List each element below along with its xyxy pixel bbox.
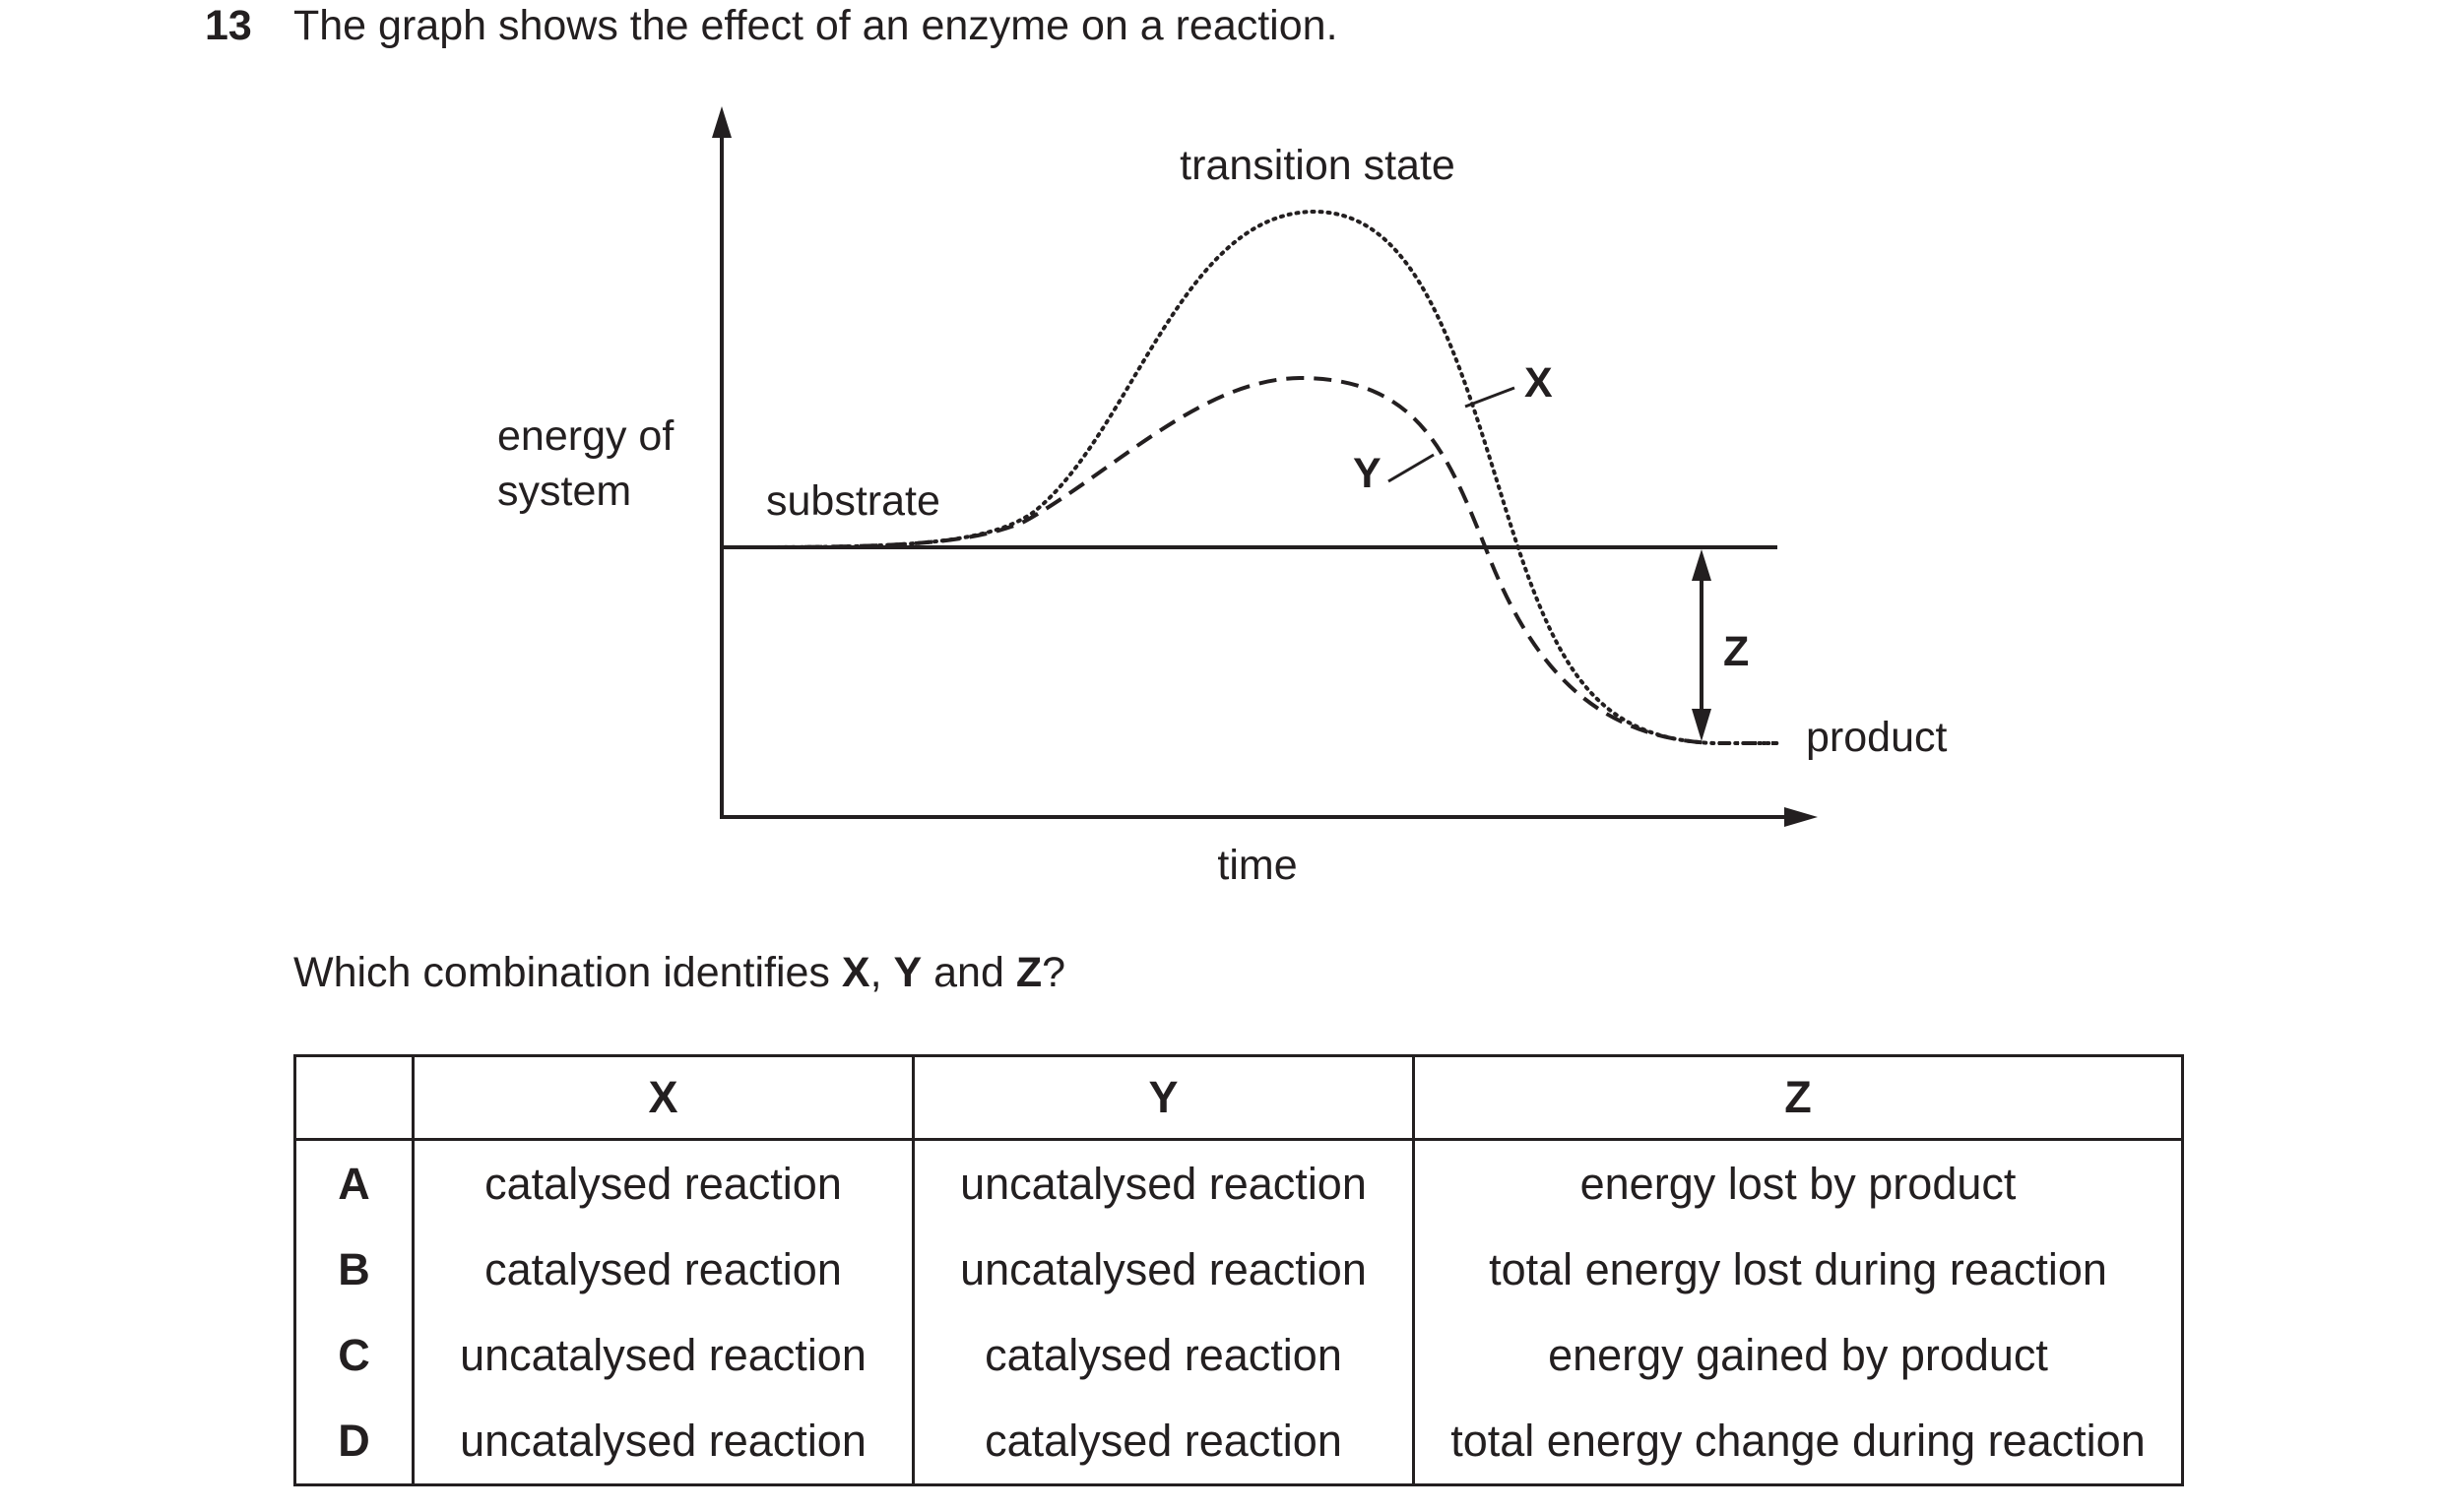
- question-prompt: Which combination identifies X, Y and Z?: [293, 947, 1065, 998]
- prompt-text-2: ,: [869, 949, 894, 996]
- option-x-cell: catalysed reaction: [412, 1139, 915, 1227]
- z-arrow-head-down: [1692, 709, 1711, 741]
- option-y-cell: uncatalysed reaction: [912, 1139, 1415, 1227]
- option-x-cell: uncatalysed reaction: [412, 1398, 915, 1486]
- header-z: Z: [1412, 1054, 2184, 1141]
- header-blank: [293, 1054, 415, 1141]
- prompt-x: X: [841, 949, 870, 996]
- prompt-text-1: Which combination identifies: [293, 949, 842, 996]
- question-stem: The graph shows the effect of an enzyme …: [293, 2, 1338, 49]
- option-z-cell: total energy change during reaction: [1412, 1398, 2184, 1486]
- prompt-text-4: ?: [1042, 949, 1066, 996]
- header-y: Y: [912, 1054, 1415, 1141]
- option-row-b[interactable]: B catalysed reaction uncatalysed reactio…: [293, 1227, 2184, 1312]
- y-axis-label-line1: energy of: [497, 412, 675, 460]
- x-leader-line: [1464, 386, 1515, 409]
- x-axis-label: time: [1217, 842, 1297, 889]
- x-axis-arrowhead: [1784, 807, 1818, 827]
- transition-state-label: transition state: [1180, 142, 1455, 189]
- option-y-cell: uncatalysed reaction: [912, 1227, 1415, 1312]
- energy-profile-diagram: energy of system substrate transition st…: [497, 106, 1947, 889]
- y-leader-line: [1387, 453, 1435, 483]
- option-x-cell: catalysed reaction: [412, 1227, 915, 1312]
- option-letter: D: [293, 1398, 415, 1486]
- prompt-z: Z: [1015, 949, 1043, 996]
- answer-options-table: X Y Z A catalysed reaction uncatalysed r…: [293, 1054, 2184, 1486]
- curve-y-label: Y: [1353, 450, 1382, 497]
- option-z-cell: total energy lost during reaction: [1412, 1227, 2184, 1312]
- arrow-z-label: Z: [1723, 628, 1749, 675]
- option-x-cell: uncatalysed reaction: [412, 1312, 915, 1398]
- option-z-cell: energy lost by product: [1412, 1139, 2184, 1227]
- prompt-y: Y: [893, 949, 923, 996]
- curve-y-dashed: [721, 375, 1714, 745]
- curve-x-dotted: [720, 209, 1779, 745]
- substrate-label: substrate: [766, 477, 940, 525]
- option-row-c[interactable]: C uncatalysed reaction catalysed reactio…: [293, 1312, 2184, 1398]
- option-letter: C: [293, 1312, 415, 1398]
- header-x: X: [412, 1054, 915, 1141]
- option-y-cell: catalysed reaction: [912, 1312, 1415, 1398]
- option-row-d[interactable]: D uncatalysed reaction catalysed reactio…: [293, 1398, 2184, 1486]
- option-z-cell: energy gained by product: [1412, 1312, 2184, 1398]
- product-label: product: [1806, 714, 1947, 761]
- option-letter: B: [293, 1227, 415, 1312]
- z-arrow-head-up: [1692, 549, 1711, 581]
- y-axis-arrowhead: [712, 106, 732, 138]
- option-letter: A: [293, 1139, 415, 1227]
- option-y-cell: catalysed reaction: [912, 1398, 1415, 1486]
- option-row-a[interactable]: A catalysed reaction uncatalysed reactio…: [293, 1139, 2184, 1227]
- y-axis-label-line2: system: [497, 468, 631, 515]
- prompt-text-3: and: [922, 949, 1016, 996]
- question-number: 13: [205, 2, 252, 49]
- curve-x-label: X: [1524, 359, 1553, 407]
- table-header-row: X Y Z: [293, 1054, 2184, 1141]
